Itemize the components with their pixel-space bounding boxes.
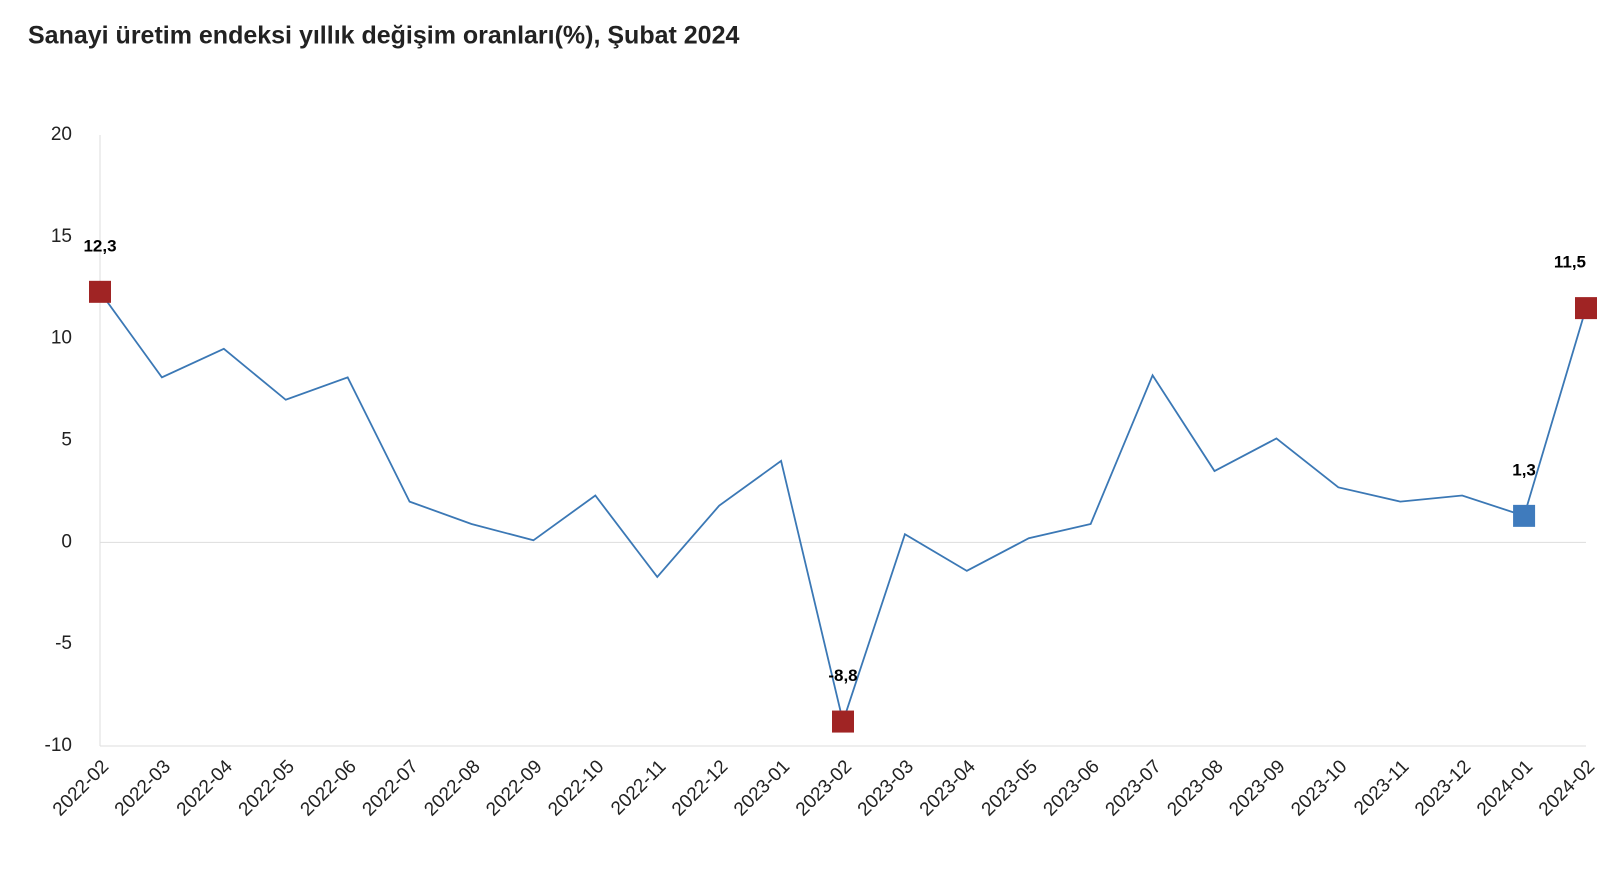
data-line [99, 291, 1587, 725]
x-tick-label: 2023-10 [1287, 756, 1351, 820]
x-tick-label: 2023-04 [916, 756, 980, 820]
x-tick-label: 2023-03 [854, 756, 918, 820]
data-label: 12,3 [83, 236, 116, 255]
x-tick-label: 2022-12 [668, 756, 732, 820]
x-tick-label: 2024-01 [1473, 756, 1537, 820]
x-tick-label: 2023-02 [792, 756, 856, 820]
x-tick-label: 2024-02 [1535, 756, 1599, 820]
x-tick-label: 2023-07 [1102, 756, 1166, 820]
x-tick-label: 2023-08 [1163, 756, 1227, 820]
x-tick-label: 2022-10 [544, 756, 608, 820]
y-tick-label: -10 [45, 735, 72, 756]
x-tick-label: 2022-11 [607, 756, 670, 819]
x-tick-label: 2022-04 [173, 756, 237, 820]
data-label: 1,3 [1512, 460, 1536, 479]
x-tick-label: 2023-12 [1411, 756, 1475, 820]
data-marker [1575, 297, 1597, 320]
x-tick-label: 2023-11 [1350, 756, 1413, 819]
x-tick-label: 2023-01 [730, 756, 794, 820]
y-tick-label: 10 [51, 328, 72, 349]
y-tick-label: -5 [55, 633, 72, 654]
x-tick-label: 2023-06 [1040, 756, 1104, 820]
x-tick-label: 2023-05 [978, 756, 1042, 820]
y-tick-label: 0 [61, 531, 72, 552]
data-marker [1513, 504, 1536, 527]
data-label: 11,5 [1554, 253, 1586, 272]
x-tick-label: 2022-07 [359, 756, 423, 820]
y-tick-label: 5 [61, 430, 72, 451]
x-tick-label: 2022-05 [235, 756, 299, 820]
y-tick-label: 20 [51, 124, 72, 145]
data-marker [89, 280, 111, 303]
chart-title: Sanayi üretim endeksi yıllık değişim ora… [28, 22, 739, 50]
x-tick-label: 2023-09 [1225, 756, 1289, 820]
x-tick-label: 2022-06 [297, 756, 361, 820]
y-tick-label: 15 [51, 226, 72, 247]
x-tick-label: 2022-09 [482, 756, 546, 820]
data-label: -8,8 [828, 666, 857, 685]
data-marker [832, 710, 854, 733]
x-tick-label: 2022-03 [111, 756, 175, 820]
x-tick-label: 2022-02 [49, 756, 113, 820]
x-tick-label: 2022-08 [420, 756, 484, 820]
